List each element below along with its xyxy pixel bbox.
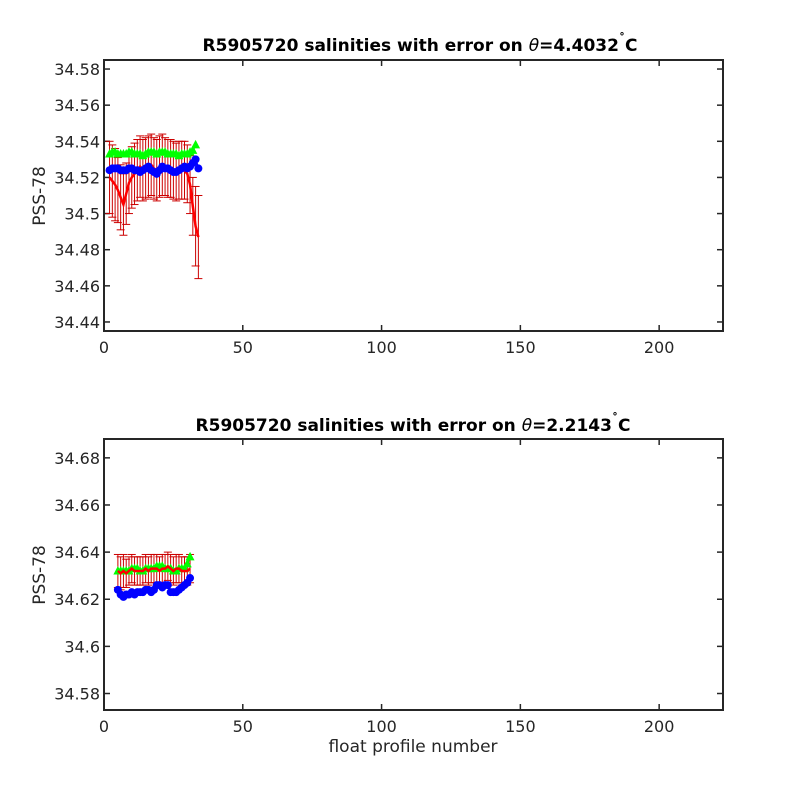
bottom-panel-xlabel: float profile number — [328, 737, 497, 757]
top-panel-title: R5905720 salinities with error on θ=4.40… — [203, 31, 638, 56]
y-tick-label: 34.48 — [54, 241, 100, 260]
y-tick-label: 34.66 — [54, 496, 100, 515]
calibrated-point — [188, 145, 198, 154]
x-tick-label: 150 — [505, 717, 536, 736]
top-panel: R5905720 salinities with error on θ=4.40… — [30, 31, 724, 357]
float-point — [194, 164, 203, 173]
x-tick-label: 0 — [99, 338, 109, 357]
bottom-panel: R5905720 salinities with error on θ=2.21… — [30, 411, 724, 757]
top-panel-ylabel: PSS-78 — [30, 166, 50, 226]
calibrated-point — [185, 551, 195, 561]
y-tick-label: 34.6 — [64, 637, 100, 656]
y-tick-label: 34.44 — [54, 313, 100, 332]
y-tick-label: 34.46 — [54, 277, 100, 296]
mapped-series-line — [117, 564, 191, 575]
bottom-panel-title: R5905720 salinities with error on θ=2.21… — [196, 411, 631, 436]
float-point — [186, 574, 195, 583]
y-tick-label: 34.56 — [54, 96, 100, 115]
y-tick-label: 34.58 — [54, 685, 100, 704]
bottom-panel-ylabel: PSS-78 — [30, 545, 50, 605]
float-point — [163, 581, 172, 590]
y-tick-label: 34.54 — [54, 132, 100, 151]
y-tick-label: 34.62 — [54, 590, 100, 609]
bottom-panel-axes-box — [103, 438, 724, 711]
x-tick-label: 200 — [644, 338, 675, 357]
y-tick-label: 34.5 — [64, 205, 100, 224]
y-tick-label: 34.58 — [54, 60, 100, 79]
x-tick-label: 100 — [366, 717, 397, 736]
top-panel-axes-box — [103, 59, 724, 332]
y-tick-label: 34.68 — [54, 449, 100, 468]
x-tick-label: 50 — [233, 338, 253, 357]
top-panel-plot: 0 50 100 150 200 34.44 34.46 34.48 34.5 34.52 34.5… — [54, 60, 723, 357]
y-tick-label: 34.64 — [54, 543, 100, 562]
calibrated-point — [191, 139, 201, 149]
x-tick-label: 50 — [233, 717, 253, 736]
x-tick-label: 150 — [505, 338, 536, 357]
x-tick-label: 0 — [99, 717, 109, 736]
y-tick-label: 34.52 — [54, 168, 100, 187]
float-point — [191, 155, 200, 164]
x-tick-label: 100 — [366, 338, 397, 357]
bottom-panel-plot: 0 50 100 150 200 34.58 34.6 34.62 34.64 34.66 34.6… — [54, 439, 723, 736]
x-tick-label: 200 — [644, 717, 675, 736]
calibrated-point — [182, 558, 192, 568]
